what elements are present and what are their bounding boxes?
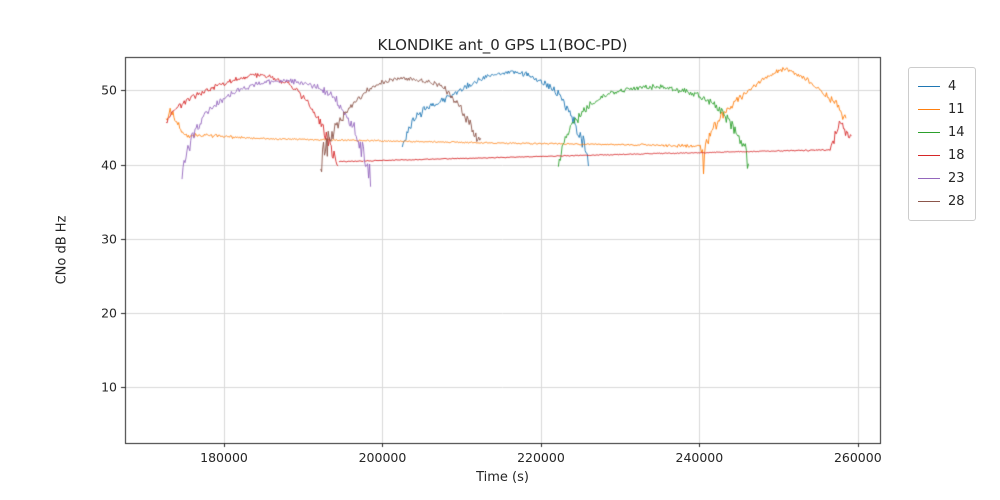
legend-line-swatch (918, 86, 940, 87)
legend-item-14: 14 (918, 121, 965, 144)
legend-item-11: 11 (918, 98, 965, 121)
y-axis-label: CNo dB Hz (54, 215, 70, 285)
x-tick-label: 180000 (200, 450, 248, 465)
legend-line-swatch (918, 155, 940, 156)
x-tick-label: 220000 (517, 450, 565, 465)
x-tick-label: 200000 (358, 450, 407, 465)
x-tick-label: 260000 (833, 450, 882, 465)
legend-line-swatch (918, 201, 940, 202)
legend-label: 11 (948, 102, 965, 117)
y-tick-label: 50 (101, 82, 117, 98)
y-tick-label: 40 (101, 157, 117, 173)
legend-item-23: 23 (918, 167, 965, 190)
legend-line-swatch (918, 132, 940, 133)
x-tick-label: 240000 (675, 450, 724, 465)
legend-label: 14 (948, 125, 965, 140)
legend: 4 11 14 18 23 28 (908, 67, 976, 221)
y-tick-label: 30 (101, 231, 117, 247)
legend-label: 28 (948, 194, 965, 209)
legend-line-swatch (918, 109, 940, 110)
y-tick-label: 20 (101, 305, 117, 321)
legend-item-4: 4 (918, 75, 965, 98)
y-tick-label: 10 (101, 379, 117, 395)
legend-line-swatch (918, 178, 940, 179)
legend-label: 23 (948, 171, 965, 186)
legend-item-28: 28 (918, 190, 965, 213)
legend-label: 4 (948, 79, 957, 94)
legend-label: 18 (948, 148, 965, 163)
x-axis-label: Time (s) (476, 470, 529, 485)
legend-item-18: 18 (918, 144, 965, 167)
chart-title: KLONDIKE ant_0 GPS L1(BOC-PD) (377, 36, 628, 54)
